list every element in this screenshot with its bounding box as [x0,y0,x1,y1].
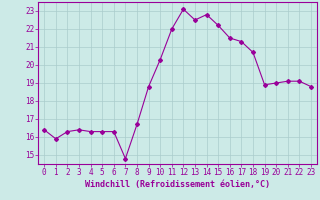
X-axis label: Windchill (Refroidissement éolien,°C): Windchill (Refroidissement éolien,°C) [85,180,270,189]
